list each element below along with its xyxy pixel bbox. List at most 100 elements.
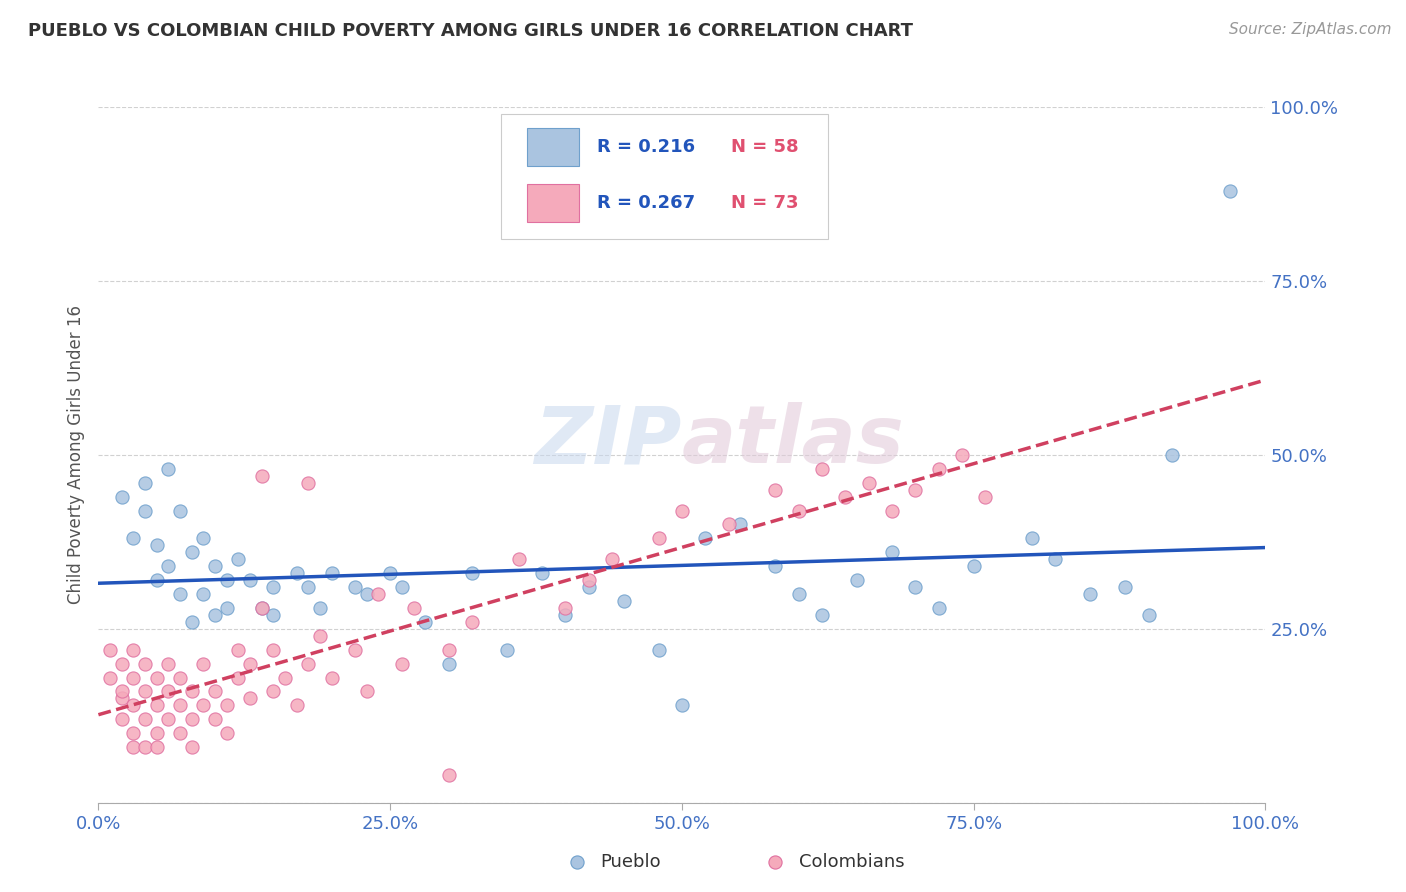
Point — [437, 657, 460, 671]
Point — [811, 607, 834, 622]
Point — [111, 712, 134, 726]
Point — [730, 517, 752, 532]
Point — [146, 538, 169, 552]
Point — [321, 671, 343, 685]
Point — [367, 587, 389, 601]
Point — [495, 642, 517, 657]
Point — [297, 580, 319, 594]
Point — [904, 483, 927, 497]
Point — [146, 671, 169, 685]
Point — [239, 691, 262, 706]
Point — [228, 642, 250, 657]
Point — [461, 566, 484, 581]
Point — [1219, 184, 1241, 198]
Point — [565, 855, 588, 869]
Point — [180, 712, 202, 726]
Point — [111, 684, 134, 698]
Point — [437, 768, 460, 782]
Point — [671, 698, 693, 713]
Point — [215, 698, 238, 713]
Point — [530, 566, 553, 581]
Point — [437, 642, 460, 657]
Point — [858, 475, 880, 490]
Point — [508, 552, 530, 566]
FancyBboxPatch shape — [527, 128, 579, 166]
Point — [169, 726, 191, 740]
Point — [647, 532, 669, 546]
Point — [391, 657, 413, 671]
Point — [250, 601, 273, 615]
Point — [309, 601, 332, 615]
Point — [204, 559, 226, 574]
Point — [274, 671, 297, 685]
Point — [250, 468, 273, 483]
Point — [1021, 532, 1043, 546]
Text: Pueblo: Pueblo — [600, 853, 661, 871]
Point — [134, 740, 156, 755]
Y-axis label: Child Poverty Among Girls Under 16: Child Poverty Among Girls Under 16 — [66, 305, 84, 605]
Point — [193, 587, 215, 601]
Point — [204, 607, 226, 622]
Point — [228, 552, 250, 566]
Point — [787, 587, 810, 601]
Point — [928, 601, 950, 615]
Point — [146, 740, 169, 755]
Point — [204, 684, 226, 698]
Point — [134, 712, 156, 726]
Point — [1114, 580, 1136, 594]
Point — [763, 483, 786, 497]
Point — [285, 698, 308, 713]
Text: R = 0.216: R = 0.216 — [596, 138, 695, 156]
Point — [228, 671, 250, 685]
Point — [111, 691, 134, 706]
Point — [134, 503, 156, 517]
Point — [262, 642, 284, 657]
Point — [950, 448, 973, 462]
Point — [262, 580, 284, 594]
Point — [215, 726, 238, 740]
Point — [928, 462, 950, 476]
Text: N = 58: N = 58 — [731, 138, 799, 156]
Point — [193, 698, 215, 713]
Point — [250, 601, 273, 615]
Point — [157, 657, 180, 671]
Point — [134, 684, 156, 698]
Point — [215, 573, 238, 587]
Point — [1045, 552, 1067, 566]
Point — [262, 684, 284, 698]
Point — [157, 462, 180, 476]
Point — [834, 490, 856, 504]
Point — [461, 615, 484, 629]
Point — [262, 607, 284, 622]
Point — [134, 657, 156, 671]
Point — [193, 657, 215, 671]
Point — [787, 503, 810, 517]
Text: R = 0.267: R = 0.267 — [596, 194, 695, 211]
Point — [391, 580, 413, 594]
Point — [134, 475, 156, 490]
Point — [309, 629, 332, 643]
Point — [1137, 607, 1160, 622]
Point — [239, 573, 262, 587]
Point — [647, 642, 669, 657]
Point — [321, 566, 343, 581]
Point — [146, 573, 169, 587]
Point — [122, 698, 145, 713]
Text: ZIP: ZIP — [534, 402, 682, 480]
Point — [811, 462, 834, 476]
Point — [344, 580, 367, 594]
Point — [356, 587, 378, 601]
Point — [169, 698, 191, 713]
Point — [1161, 448, 1184, 462]
Point — [180, 615, 202, 629]
Point — [157, 712, 180, 726]
Point — [180, 740, 202, 755]
Point — [763, 855, 786, 869]
Point — [297, 475, 319, 490]
Text: Colombians: Colombians — [799, 853, 904, 871]
Point — [612, 594, 634, 608]
Point — [111, 657, 134, 671]
Point — [671, 503, 693, 517]
Point — [122, 532, 145, 546]
Point — [169, 503, 191, 517]
